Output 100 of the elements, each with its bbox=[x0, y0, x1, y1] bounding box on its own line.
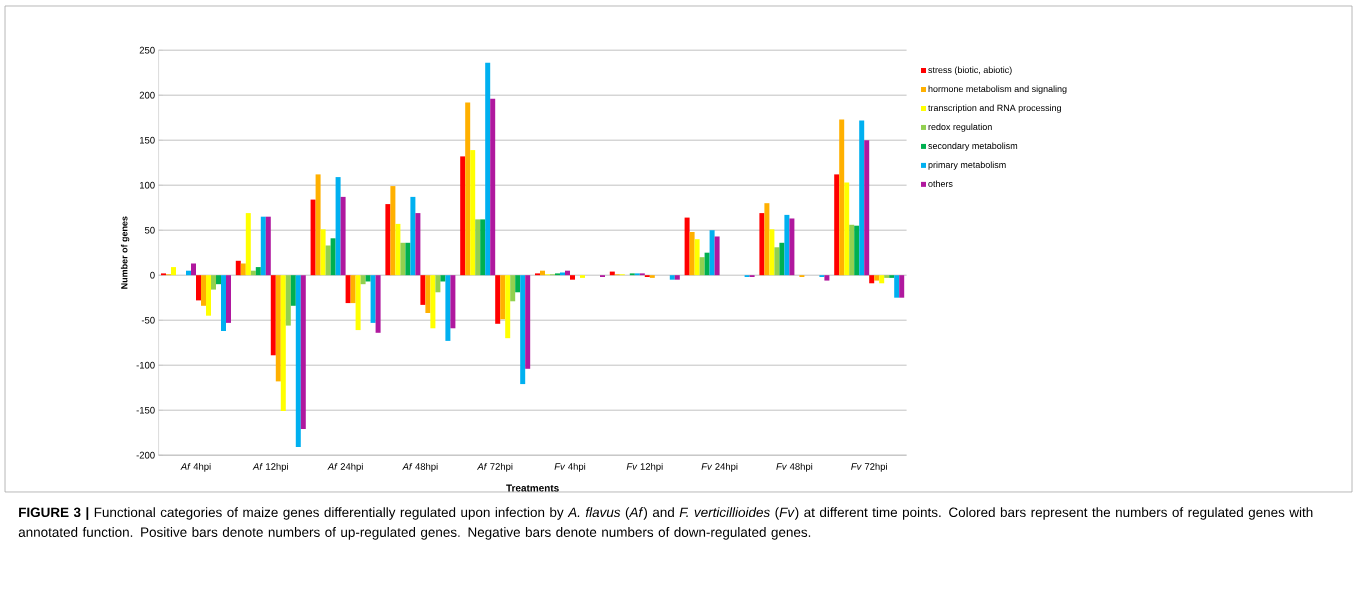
bar bbox=[704, 252, 710, 276]
bar bbox=[560, 272, 565, 276]
bar bbox=[470, 150, 476, 276]
bar bbox=[435, 275, 441, 293]
bar bbox=[186, 270, 191, 276]
bar bbox=[859, 120, 865, 276]
bar bbox=[884, 275, 890, 278]
x-tick-label: Af 24hpi bbox=[327, 462, 363, 472]
bar bbox=[789, 218, 795, 276]
bar bbox=[889, 275, 895, 278]
bar bbox=[430, 275, 436, 329]
bar bbox=[191, 263, 196, 276]
bar bbox=[310, 199, 316, 276]
x-tick-label: Af 4hpi bbox=[180, 462, 211, 472]
bar bbox=[779, 242, 785, 276]
bar bbox=[235, 260, 241, 276]
bar bbox=[500, 275, 506, 320]
bar bbox=[250, 270, 256, 276]
bar bbox=[774, 247, 780, 276]
bar bbox=[649, 275, 655, 278]
bar bbox=[540, 270, 545, 276]
bar bbox=[280, 275, 286, 412]
bar bbox=[834, 174, 840, 276]
bar bbox=[465, 102, 471, 276]
y-tick-label: 100 bbox=[140, 181, 155, 189]
bar bbox=[405, 242, 411, 276]
x-tick-label: Af 12hpi bbox=[252, 462, 288, 472]
bar bbox=[171, 267, 176, 276]
bar bbox=[515, 275, 521, 293]
bar bbox=[390, 186, 396, 276]
bar bbox=[764, 203, 770, 276]
text: FIGURE 3 | Functional categories of maize genes differentially regulated upon infection by A. flavus (Af) and F. verticillioides (Fv) at different time points. Colored bars represent the numbers of regulated genes with annotated function. Positive bars denote numbers of up-regulated genes. Negative bars denote numbers of down-regulated genes. bbox=[18, 507, 1313, 540]
bar bbox=[220, 275, 226, 331]
bar bbox=[395, 223, 401, 276]
bar bbox=[425, 275, 431, 313]
x-tick-label: Fv 48hpi bbox=[776, 462, 813, 472]
bar bbox=[475, 219, 481, 276]
bar bbox=[201, 275, 206, 306]
bar bbox=[370, 275, 376, 323]
y-tick-label: -200 bbox=[136, 451, 155, 459]
x-tick-label: Fv 4hpi bbox=[554, 462, 586, 472]
bar bbox=[854, 225, 860, 276]
bar bbox=[295, 275, 301, 448]
bar bbox=[759, 213, 765, 276]
y-axis-title: Number of genes bbox=[120, 216, 130, 289]
bar bbox=[490, 98, 496, 276]
bar bbox=[505, 275, 511, 339]
bar bbox=[684, 217, 690, 276]
bar bbox=[864, 140, 870, 276]
bar bbox=[879, 275, 885, 284]
x-tick-label: Fv 24hpi bbox=[701, 462, 738, 472]
bar bbox=[260, 216, 266, 276]
bar bbox=[824, 275, 830, 281]
y-tick-label: -150 bbox=[136, 406, 155, 414]
bar bbox=[350, 275, 356, 304]
bar bbox=[285, 275, 291, 326]
bar bbox=[360, 275, 366, 285]
bar bbox=[355, 275, 361, 331]
bar bbox=[520, 275, 526, 385]
bar bbox=[844, 182, 850, 276]
bar bbox=[365, 275, 371, 282]
legend-label: primary metabolism bbox=[928, 161, 1006, 170]
legend-label: redox regulation bbox=[928, 123, 992, 132]
legend-label: hormone metabolism and signaling bbox=[928, 85, 1067, 94]
bar bbox=[265, 216, 271, 276]
bar bbox=[420, 275, 426, 305]
bar bbox=[839, 119, 845, 276]
bar bbox=[450, 275, 456, 329]
y-tick-label: 250 bbox=[139, 46, 155, 54]
x-tick-label: Fv 72hpi bbox=[851, 462, 887, 472]
bar bbox=[570, 275, 575, 280]
bar bbox=[769, 229, 775, 276]
legend-label: stress (biotic, abiotic) bbox=[928, 66, 1012, 75]
bar bbox=[275, 275, 281, 382]
bar bbox=[290, 275, 296, 306]
bar bbox=[215, 275, 221, 285]
bar bbox=[335, 177, 341, 276]
x-axis-title: Treatments bbox=[506, 484, 559, 492]
y-tick-label: 0 bbox=[150, 271, 155, 279]
legend-label: transcription and RNA processing bbox=[928, 104, 1061, 113]
bar bbox=[410, 196, 416, 276]
bar bbox=[245, 213, 251, 276]
bar bbox=[460, 156, 466, 276]
legend-label: others bbox=[928, 180, 953, 187]
y-tick-label: 50 bbox=[144, 226, 155, 234]
bar bbox=[694, 239, 700, 276]
bar bbox=[270, 275, 276, 356]
bar bbox=[440, 275, 446, 282]
x-tick-label: Fv 12hpi bbox=[626, 462, 663, 472]
y-tick-label: 150 bbox=[140, 136, 155, 144]
bar bbox=[400, 242, 406, 276]
bar bbox=[869, 275, 875, 284]
bar bbox=[315, 174, 321, 276]
bar bbox=[525, 275, 531, 369]
bar bbox=[899, 275, 905, 298]
bar bbox=[325, 245, 331, 276]
bar bbox=[480, 219, 486, 276]
bar bbox=[300, 275, 306, 430]
bar bbox=[340, 196, 346, 276]
bar bbox=[255, 267, 261, 276]
